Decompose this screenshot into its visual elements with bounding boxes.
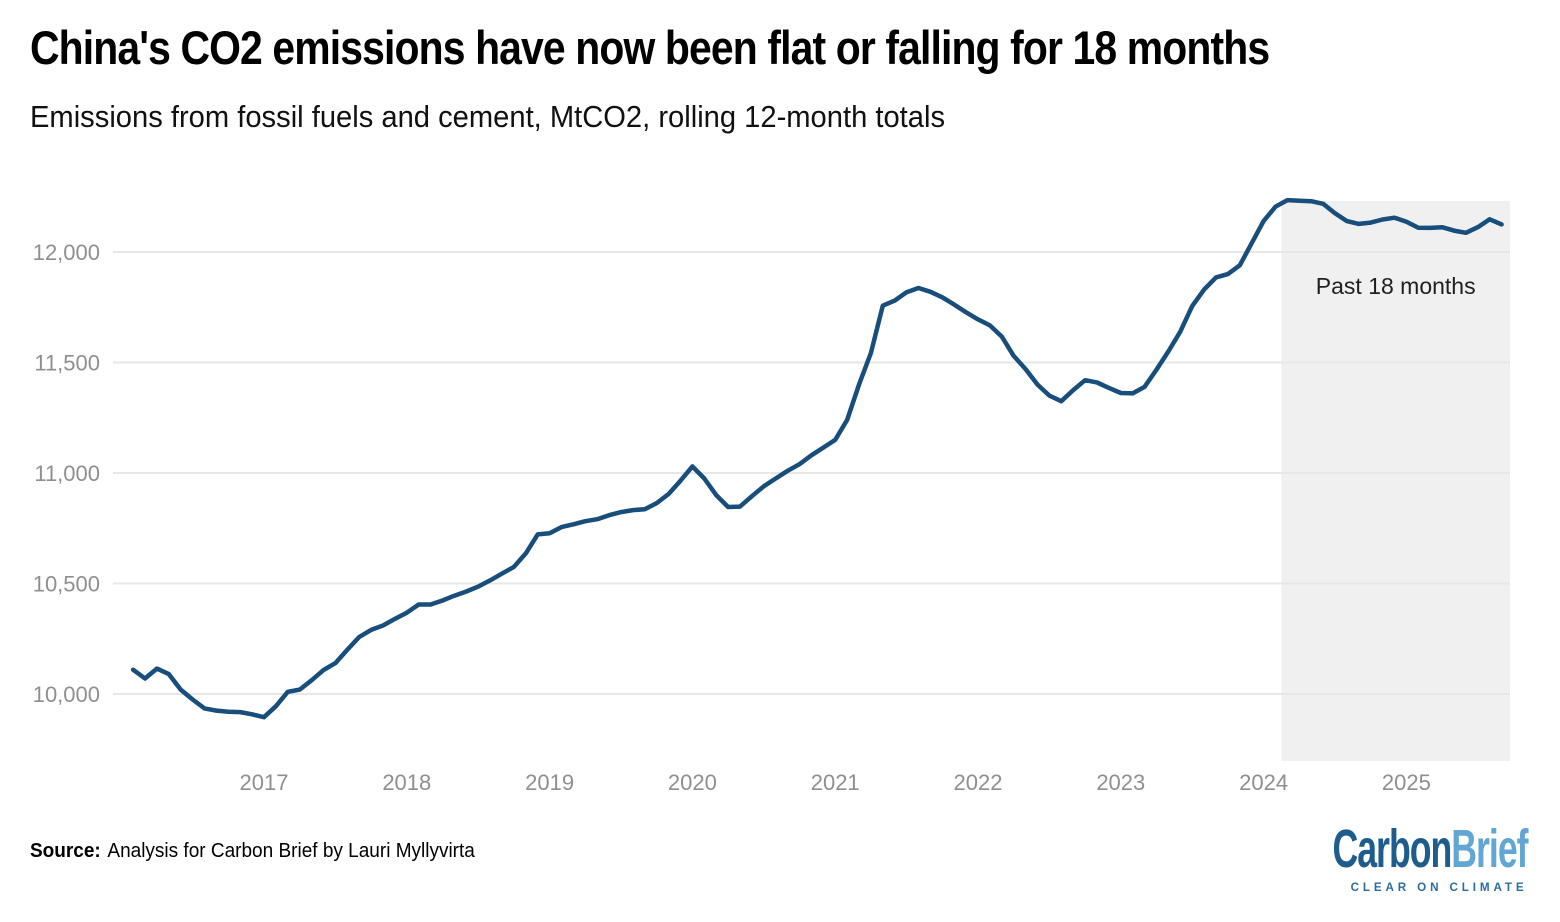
y-axis-label: 12,000 xyxy=(33,240,100,265)
x-axis-label: 2025 xyxy=(1382,770,1431,795)
past-18-months-region xyxy=(1281,201,1510,761)
x-axis-label: 2024 xyxy=(1239,770,1288,795)
source-text: Analysis for Carbon Brief by Lauri Mylly… xyxy=(107,840,475,862)
past-18-months-label: Past 18 months xyxy=(1316,273,1476,299)
y-axis-label: 10,500 xyxy=(33,572,100,597)
y-axis-label: 11,500 xyxy=(34,351,100,376)
x-axis-label: 2021 xyxy=(811,770,860,795)
emissions-line xyxy=(130,197,1504,720)
page-subtitle: Emissions from fossil fuels and cement, … xyxy=(30,99,946,134)
logo-carbon: Carbon xyxy=(1332,819,1453,879)
logo-brief: Brief xyxy=(1451,819,1529,879)
page-title: China's CO2 emissions have now been flat… xyxy=(30,21,1270,74)
carbonbrief-wordmark: CarbonBrief xyxy=(1332,819,1529,879)
carbonbrief-logo: CarbonBrief CLEAR ON CLIMATE xyxy=(1232,819,1529,894)
x-axis-label: 2020 xyxy=(668,770,717,795)
y-axis-label: 10,000 xyxy=(33,682,100,707)
x-axis-label: 2018 xyxy=(382,770,431,795)
x-axis-label: 2017 xyxy=(240,770,289,795)
y-axis-label: 11,000 xyxy=(34,461,100,486)
source-line: Source: Analysis for Carbon Brief by Laur… xyxy=(30,840,475,863)
source-label: Source: xyxy=(30,840,101,862)
logo-tagline: CLEAR ON CLIMATE xyxy=(1351,880,1528,894)
x-axis-label: 2022 xyxy=(954,770,1003,795)
x-axis-label: 2023 xyxy=(1096,770,1145,795)
x-axis-label: 2019 xyxy=(525,770,574,795)
